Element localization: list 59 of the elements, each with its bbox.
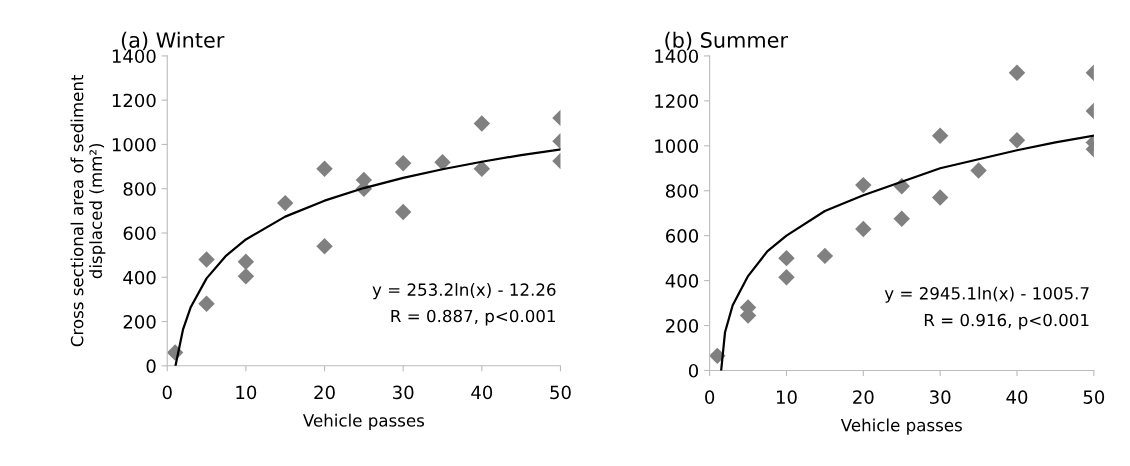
y-tick-label: 1400	[655, 49, 699, 64]
x-tick-label: 20	[314, 385, 335, 400]
y-tick-label: 400	[123, 270, 156, 285]
y-tick-label: 0	[688, 363, 699, 378]
point	[198, 251, 215, 268]
point	[237, 253, 255, 270]
x-tick-label: 0	[162, 385, 172, 400]
y-tick-label: 1000	[112, 137, 156, 152]
y-tick-label: 200	[123, 315, 156, 329]
point	[855, 176, 872, 194]
point	[778, 269, 795, 286]
x-tick-label: 30	[393, 385, 414, 400]
x-tick-label: 40	[1006, 390, 1028, 404]
x-tick-label: 50	[1083, 390, 1105, 404]
point	[394, 155, 412, 172]
point	[1008, 64, 1026, 81]
point	[816, 247, 834, 265]
y-tick-label: 200	[666, 318, 699, 333]
x-tick-label: 40	[471, 385, 493, 400]
point	[316, 160, 333, 178]
y-tick-label: 800	[123, 182, 156, 196]
x-tick-label: 10	[776, 390, 797, 404]
point	[434, 153, 451, 171]
y-tick-label: 1400	[112, 49, 156, 64]
y-tick-label: 1000	[655, 139, 699, 153]
point	[394, 203, 412, 221]
y-tick-label: 600	[123, 226, 156, 241]
point	[1008, 131, 1026, 149]
point	[473, 115, 491, 132]
point	[316, 238, 333, 255]
x-tick-label: 50	[550, 385, 571, 400]
x-tick-label: 20	[853, 390, 874, 404]
point	[778, 249, 795, 267]
y-tick-label: 1200	[655, 94, 699, 108]
x-tick-label: 10	[236, 385, 257, 400]
point	[237, 267, 255, 285]
y-tick-label: 800	[665, 184, 699, 198]
x-tick-label: 30	[930, 390, 951, 404]
line-series	[720, 134, 1094, 371]
annotation: R = 0.887, p<0.001	[391, 309, 556, 326]
annotation: R = 0.916, p<0.001	[924, 313, 1089, 330]
point	[970, 162, 987, 179]
point	[277, 194, 294, 212]
y-tick-label: 600	[666, 229, 699, 243]
point	[198, 295, 215, 313]
point	[855, 220, 872, 238]
y-axis-title: Cross sectional area of sediment displaced (mm²)	[70, 74, 106, 347]
annotation: y = 2945.1ln(x) - 1005.7	[884, 286, 1089, 303]
point	[473, 160, 491, 178]
x-axis-title: Vehicle passes	[302, 413, 425, 430]
annotation: y = 253.2ln(x) - 12.26	[372, 283, 556, 300]
y-tick-label: 400	[665, 274, 699, 288]
point	[931, 127, 949, 144]
y-tick-label: 0	[146, 359, 156, 373]
point	[931, 189, 949, 206]
x-axis-title: Vehicle passes	[840, 418, 962, 435]
point	[893, 210, 910, 228]
x-tick-label: 0	[705, 390, 715, 404]
y-tick-label: 1200	[112, 93, 156, 108]
